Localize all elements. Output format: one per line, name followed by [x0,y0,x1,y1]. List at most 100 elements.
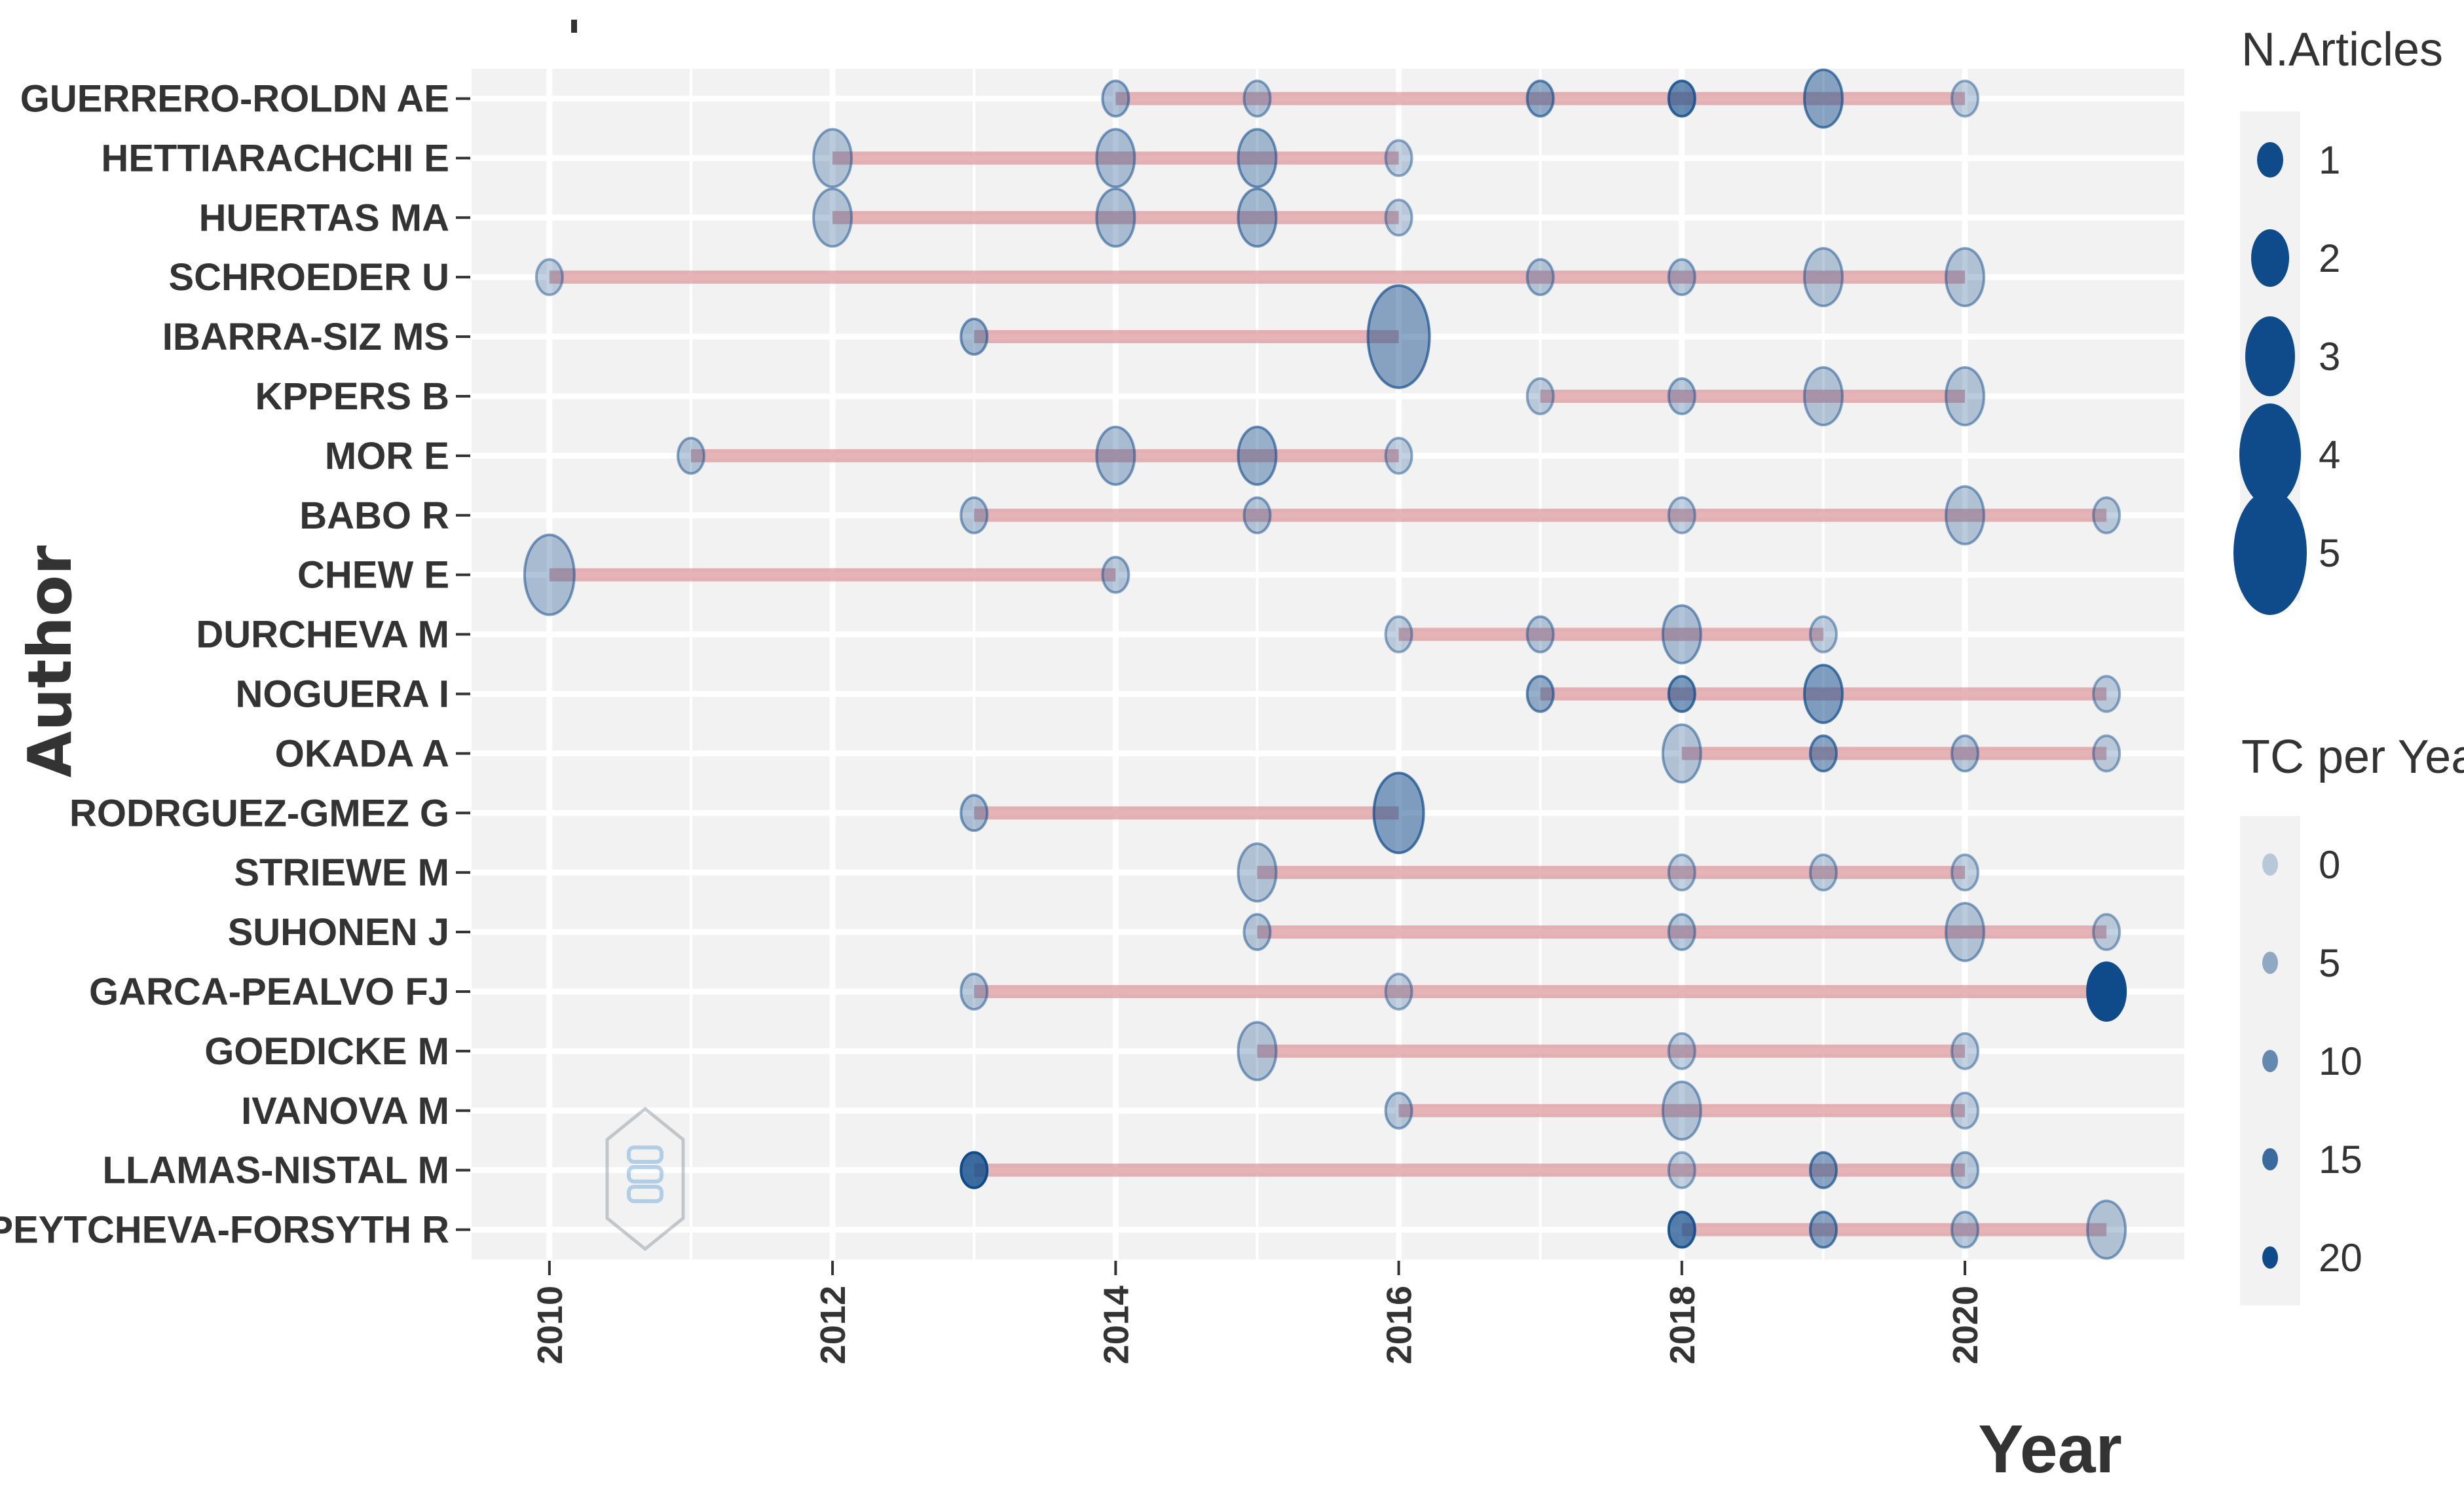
data-point [1242,496,1272,534]
legend-tc-label: 0 [2319,843,2340,887]
data-point [1951,1091,1980,1130]
data-point [1802,68,1844,129]
data-point [676,436,705,475]
data-point [1525,675,1555,713]
data-point [1945,365,1986,426]
y-axis: GUERRERO-ROLDN AE HETTIARACHCHI E HUERTAS … [0,77,470,1252]
y-axis-title: Author [15,545,85,777]
data-point [960,318,989,356]
x-tick-label: 2012 [813,1286,853,1364]
data-point [1667,675,1696,713]
legend-n-articles-label: 5 [2319,531,2340,575]
y-tick-label: HUERTAS MA [199,196,449,239]
x-tick-label: 2020 [1946,1286,1985,1364]
y-tick-label: HETTIARACHCHI E [101,137,449,179]
plot-panel [472,69,2184,1259]
data-point [1667,258,1696,297]
data-point [1237,425,1278,486]
y-tick-label: CHEW E [297,554,449,597]
data-point [1101,555,1130,594]
data-point [812,187,853,248]
legend-n-articles-key [2257,142,2283,177]
y-tick-label: MOR E [325,435,449,477]
y-tick-label: IVANOVA M [241,1090,449,1132]
x-tick-label: 2016 [1380,1286,1419,1364]
y-tick-label: SCHROEDER U [168,256,449,299]
data-point [1951,1032,1980,1070]
data-point [1525,79,1555,118]
data-point [1667,1032,1696,1070]
legend-tc-label: 5 [2319,941,2340,985]
legend-tc-label: 20 [2319,1236,2362,1280]
data-point [1802,663,1844,724]
legend-tc-key [2262,1050,2278,1072]
data-point [2092,913,2121,952]
data-point [1242,79,1272,118]
data-point [2086,1199,2127,1260]
data-point [1667,853,1696,892]
data-point [1384,198,1413,237]
legend-n-articles-key [2245,316,2295,396]
data-point [1661,604,1702,665]
data-point [1384,139,1413,177]
data-point [1366,284,1431,390]
data-point [1808,615,1838,654]
y-tick-label: RODRGUEZ-GMEZ G [69,792,449,834]
y-tick-label: PEYTCHEVA-FORSYTH R [0,1209,449,1252]
watermark-logo [605,1106,685,1252]
legend-n-articles-key [2251,229,2289,287]
data-point [1808,853,1838,892]
data-point [812,128,853,189]
legend-n-articles-label: 3 [2319,335,2340,379]
data-point [1808,1151,1838,1189]
data-point [1101,79,1130,118]
y-tick-label: GOEDICKE M [204,1030,449,1073]
y-tick-label: OKADA A [275,732,449,775]
data-point [960,496,989,534]
legend-n-articles-key [2239,403,2301,506]
data-point [1095,187,1136,248]
data-point [1667,1210,1696,1249]
data-point [1951,853,1980,892]
y-tick-label: GARCA-PEALVO FJ [89,971,449,1013]
data-point [1384,436,1413,475]
legend-tc-per-year: TC per Year 0 5 10 15 20 [2240,731,2464,1305]
data-point [1802,365,1844,426]
segments-layer [549,92,2107,1237]
data-point [2092,496,2121,534]
data-point [1237,128,1278,189]
data-point [1661,723,1702,784]
legend-tc-label: 15 [2319,1138,2362,1182]
legend-n-articles-label: 2 [2319,236,2340,280]
data-point [2092,734,2121,773]
data-point [1808,1210,1838,1249]
data-point [1802,247,1844,308]
data-point [1667,496,1696,534]
data-point [1667,1151,1696,1189]
legend-tc-key [2262,853,2278,876]
legend-tc-label: 10 [2319,1039,2362,1083]
legend-n-articles-title: N.Articles [2241,24,2443,76]
y-tick-label: IBARRA-SIZ MS [162,316,449,358]
data-point [1667,79,1696,118]
data-point [2086,961,2127,1022]
x-axis: 2010 2012 2014 2016 2018 2020 [531,1261,1985,1364]
data-point [1525,615,1555,654]
data-point [1945,902,1986,963]
data-point [1661,1080,1702,1141]
data-point [1384,615,1413,654]
legend-n-articles-key [2233,491,2307,615]
data-point [534,258,564,297]
y-tick-label: SUHONEN J [228,911,449,954]
data-point [1808,734,1838,773]
data-point [1237,842,1278,903]
data-point [2092,675,2121,713]
data-point [1951,1151,1980,1189]
data-point [1951,1210,1980,1249]
legend-tc-title: TC per Year [2241,731,2464,783]
points-layer [523,68,2127,1260]
legend-tc-key [2262,952,2278,974]
y-tick-label: DURCHEVA M [196,614,449,656]
legend-n-articles-label: 1 [2319,138,2340,182]
